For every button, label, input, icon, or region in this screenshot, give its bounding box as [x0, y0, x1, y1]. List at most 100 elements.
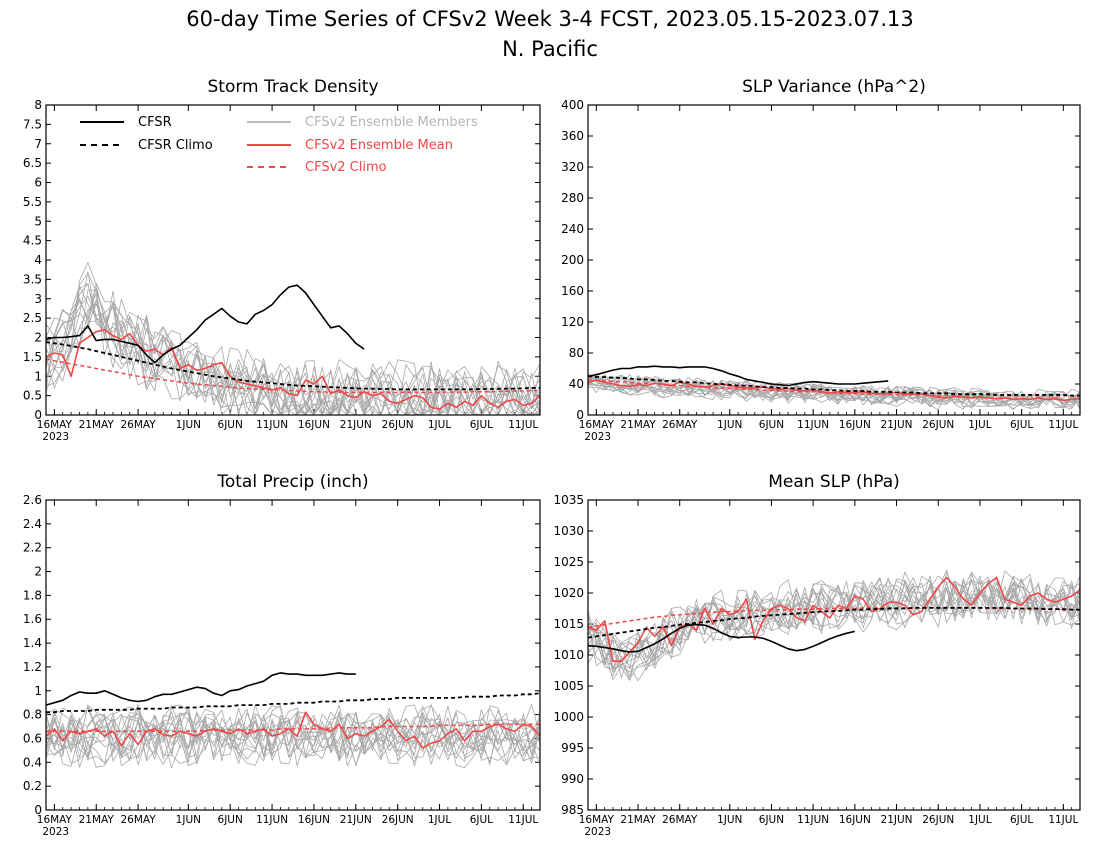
x-tick-label: 1JUL [968, 814, 991, 826]
y-tick-label: 1.6 [23, 612, 42, 626]
figure-title: 60-day Time Series of CFSv2 Week 3-4 FCS… [186, 7, 914, 31]
y-tick-label: 4 [34, 253, 42, 267]
x-tick-label: 16JUN [839, 419, 871, 431]
x-tick-label: 21JUN [340, 419, 372, 431]
x-tick-label: 6JUN [218, 419, 243, 431]
ensemble-member-line [588, 574, 1080, 669]
cfsr-line [46, 672, 356, 706]
y-tick-label: 1005 [553, 679, 584, 693]
cfsr-climo-line [588, 375, 1080, 397]
ensemble-member-line [46, 709, 540, 756]
ensemble-member-line [46, 299, 540, 415]
cfsv2-climo-line [588, 607, 1080, 628]
cfsr-line [588, 623, 855, 653]
y-tick-label: 1025 [553, 555, 584, 569]
x-tick-label: 16JUN [298, 419, 330, 431]
ensemble-member-line [46, 271, 540, 415]
y-tick-label: 2.4 [23, 517, 42, 531]
y-tick-label: 6 [34, 176, 42, 190]
x-tick-label: 11JUN [797, 419, 829, 431]
x-tick-label: 21MAY [620, 814, 656, 826]
ensemble-member-line [46, 719, 540, 767]
y-tick-label: 0 [34, 803, 42, 817]
x-tick-label: 16JUN [298, 814, 330, 826]
y-tick-label: 40 [569, 377, 584, 391]
y-tick-label: 1 [34, 684, 42, 698]
y-tick-label: 400 [561, 98, 584, 112]
y-tick-label: 3.5 [23, 272, 42, 286]
y-tick-label: 8 [34, 98, 42, 112]
y-tick-label: 80 [569, 346, 584, 360]
x-tick-label: 1JUL [968, 419, 991, 431]
y-tick-label: 985 [561, 803, 584, 817]
y-tick-label: 240 [561, 222, 584, 236]
y-tick-label: 2.5 [23, 311, 42, 325]
x-tick-label: 6JUN [759, 419, 784, 431]
y-tick-label: 0 [576, 408, 584, 422]
x-tick-label: 16MAY [579, 814, 615, 826]
x-tick-label: 26MAY [662, 419, 698, 431]
y-tick-label: 7 [34, 137, 42, 151]
x-tick-label: 16MAY [37, 814, 73, 826]
x-tick-label: 6JUN [759, 814, 784, 826]
legend-label-members: CFSv2 Ensemble Members [305, 115, 478, 130]
ensemble-member-line [588, 572, 1080, 667]
y-tick-label: 1015 [553, 617, 584, 631]
x-tick-label: 21MAY [79, 814, 115, 826]
x-tick-label: 11JUL [1048, 814, 1078, 826]
x-tick-label: 16MAY [37, 419, 73, 431]
legend-label-ens-mean: CFSv2 Ensemble Mean [305, 138, 453, 153]
legend: CFSR CFSR Climo CFSv2 Ensemble Members C… [80, 115, 478, 175]
legend-label-cfsr-climo: CFSR Climo [138, 138, 213, 153]
x-tick-label: 26JUN [382, 419, 414, 431]
x-year-label: 2023 [584, 826, 611, 838]
legend-label-cfsv2-climo: CFSv2 Climo [305, 160, 387, 175]
ensemble-member-line [46, 297, 540, 415]
y-tick-label: 0.6 [23, 731, 42, 745]
x-tick-label: 11JUL [1048, 419, 1078, 431]
y-tick-label: 0.2 [23, 779, 42, 793]
x-tick-label: 1JUN [717, 419, 742, 431]
ensemble-member-line [588, 582, 1080, 667]
x-tick-label: 26MAY [121, 814, 157, 826]
x-tick-label: 21JUN [340, 814, 372, 826]
ensemble-member-line [588, 380, 1080, 409]
y-tick-label: 1020 [553, 586, 584, 600]
plot-frame-total-precip [45, 499, 541, 811]
y-tick-label: 2 [34, 565, 42, 579]
x-tick-label: 26MAY [121, 419, 157, 431]
ensemble-member-line [588, 373, 1080, 406]
ensemble-member-line [46, 712, 540, 760]
chart-title-slp-variance: SLP Variance (hPa^2) [742, 77, 926, 97]
plot-frame-mean-slp [587, 499, 1081, 811]
y-tick-label: 4.5 [23, 234, 42, 248]
ensemble-member-line [46, 720, 540, 768]
ensemble-member-line [46, 719, 540, 767]
y-tick-label: 2.6 [23, 493, 42, 507]
chart-title-storm-track: Storm Track Density [207, 77, 378, 97]
y-tick-label: 0 [34, 408, 42, 422]
cfsv2-climo-line [46, 358, 540, 394]
x-tick-label: 6JUL [1010, 814, 1033, 826]
cfsr-line [46, 284, 365, 364]
x-tick-label: 11JUL [508, 419, 538, 431]
x-tick-label: 6JUL [1010, 419, 1033, 431]
chart-mean-slp: Mean SLP (hPa) 985 990 995 1000 1005 1010 1015 1… [553, 472, 1081, 838]
cfsv2-climo-line [46, 723, 540, 733]
x-tick-label: 1JUL [428, 814, 451, 826]
ensemble-member-line [588, 576, 1080, 660]
y-tick-label: 2.2 [23, 541, 42, 555]
x-tick-label: 11JUN [797, 814, 829, 826]
x-year-label: 2023 [584, 431, 611, 443]
y-tick-label: 120 [561, 315, 584, 329]
cfsr-climo-line [46, 341, 540, 391]
y-tick-label: 1.5 [23, 350, 42, 364]
x-tick-label: 21MAY [620, 419, 656, 431]
x-tick-label: 21JUN [881, 419, 913, 431]
ensemble-member-line [46, 290, 540, 415]
series-group [46, 672, 540, 769]
series-group [588, 365, 1080, 411]
x-tick-label: 11JUN [256, 419, 288, 431]
ensemble-mean-line [46, 711, 540, 749]
chart-storm-track: Storm Track Density 0 0.5 1 1.5 2 2.5 3 3.5 4 4.5 5… [23, 77, 541, 443]
